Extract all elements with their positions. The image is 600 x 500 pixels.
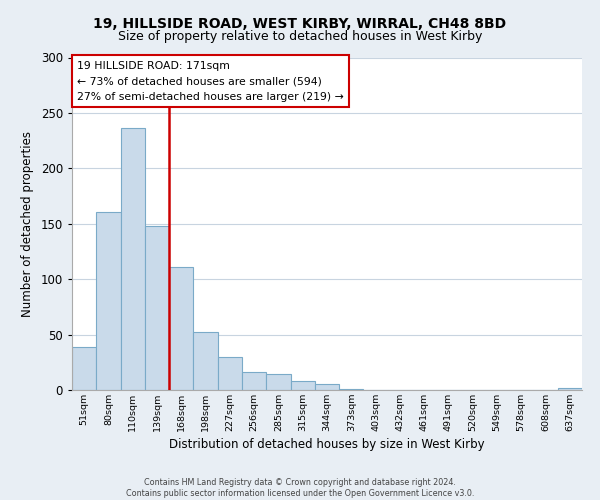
Bar (96, 212, 121, 390)
Text: 19 HILLSIDE ROAD: 171sqm
← 73% of detached houses are smaller (594)
27% of semi-: 19 HILLSIDE ROAD: 171sqm ← 73% of detach… (77, 61, 344, 102)
Bar (169, 267, 193, 390)
Bar (145, 226, 169, 390)
Bar (218, 357, 242, 390)
X-axis label: Distribution of detached houses by size in West Kirby: Distribution of detached houses by size … (169, 438, 485, 451)
Y-axis label: Number of detached properties: Number of detached properties (21, 130, 34, 317)
Text: Contains HM Land Registry data © Crown copyright and database right 2024.
Contai: Contains HM Land Registry data © Crown c… (126, 478, 474, 498)
Bar (121, 128, 145, 390)
Bar (266, 374, 290, 390)
Bar (558, 388, 582, 390)
Bar (242, 372, 266, 390)
Text: Size of property relative to detached houses in West Kirby: Size of property relative to detached ho… (118, 30, 482, 43)
Bar (193, 332, 218, 390)
Bar (72, 347, 96, 390)
Bar (290, 381, 315, 390)
Bar (315, 384, 339, 390)
Text: 19, HILLSIDE ROAD, WEST KIRBY, WIRRAL, CH48 8BD: 19, HILLSIDE ROAD, WEST KIRBY, WIRRAL, C… (94, 18, 506, 32)
Bar (339, 389, 364, 390)
